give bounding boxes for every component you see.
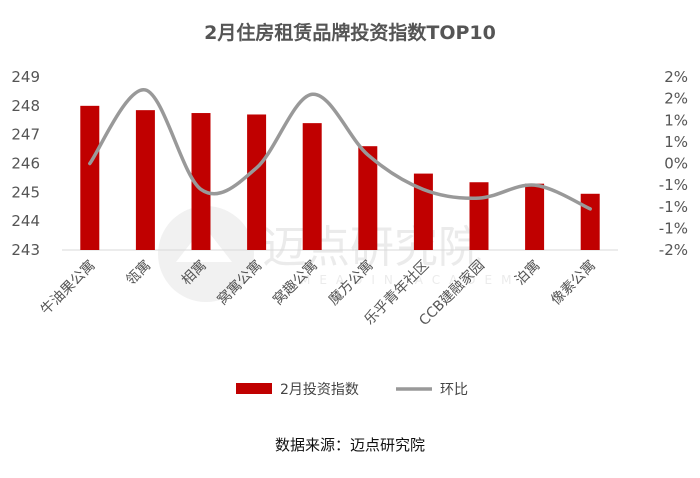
bar xyxy=(525,183,545,250)
chart-title: 2月住房租赁品牌投资指数TOP10 xyxy=(204,22,496,44)
left-axis-tick: 245 xyxy=(11,183,40,201)
bar xyxy=(358,146,378,250)
bar xyxy=(469,182,489,250)
right-axis-tick: 2% xyxy=(664,90,688,108)
legend-label-line: 环比 xyxy=(440,382,468,398)
bar xyxy=(247,114,267,250)
right-axis: -2% -1% -1% -1% 0% 1% 1% 2% 2% xyxy=(659,68,688,259)
left-axis: 243 244 245 246 247 248 249 xyxy=(11,68,40,259)
right-axis-tick: -1% xyxy=(659,176,688,194)
left-axis-tick: 249 xyxy=(11,68,40,86)
category-label: 瓴寓 xyxy=(122,257,154,289)
left-axis-tick: 247 xyxy=(11,126,40,144)
right-axis-tick: -2% xyxy=(659,241,688,259)
category-label: 牛油果公寓 xyxy=(37,257,99,319)
right-axis-tick: 1% xyxy=(664,111,688,129)
right-axis-tick: 0% xyxy=(664,155,688,173)
legend-swatch-bar xyxy=(236,383,272,394)
right-axis-tick: -1% xyxy=(659,198,688,216)
category-label: 像素公寓 xyxy=(547,257,599,309)
right-axis-tick: 2% xyxy=(664,68,688,86)
watermark-text-en: MEADIN ACADEMY xyxy=(300,273,537,287)
left-axis-tick: 244 xyxy=(11,212,40,230)
bar xyxy=(80,105,100,250)
bar xyxy=(191,113,211,251)
legend: 2月投资指数 环比 xyxy=(236,382,468,398)
right-axis-tick: 1% xyxy=(664,133,688,151)
bar xyxy=(135,110,155,251)
bar xyxy=(302,123,322,250)
bar xyxy=(580,193,600,250)
bar-series xyxy=(80,105,600,251)
ratio-line xyxy=(88,88,592,211)
right-axis-tick: -1% xyxy=(659,219,688,237)
left-axis-tick: 243 xyxy=(11,241,40,259)
left-axis-tick: 248 xyxy=(11,97,40,115)
left-axis-tick: 246 xyxy=(11,155,40,173)
legend-label-bar: 2月投资指数 xyxy=(280,382,359,398)
source-note: 数据来源：迈点研究院 xyxy=(274,436,425,454)
